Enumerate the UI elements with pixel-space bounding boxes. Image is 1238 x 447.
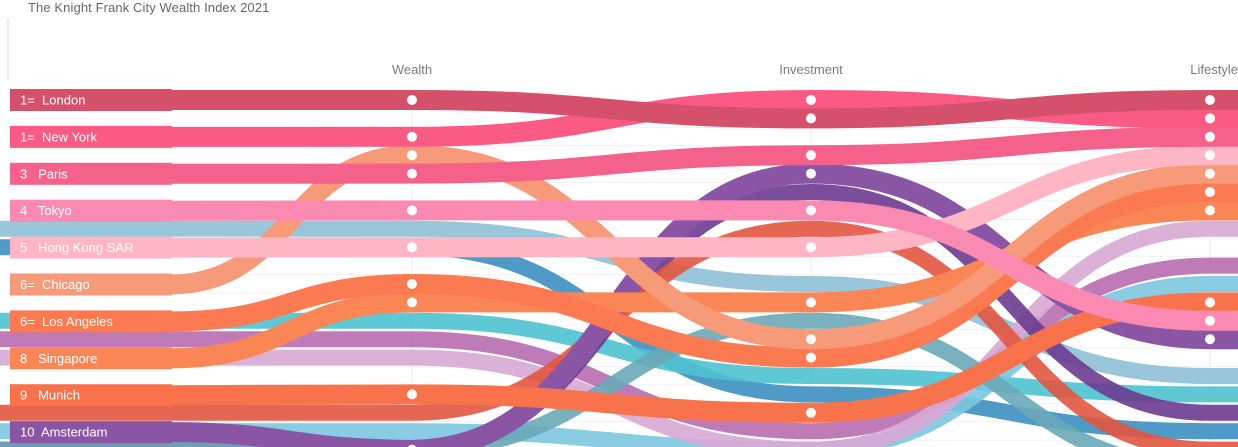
city-label-band xyxy=(10,384,172,407)
city-label: 5 Hong Kong SAR xyxy=(20,240,133,255)
city-label-band xyxy=(10,125,172,148)
background-ribbon xyxy=(0,220,1238,447)
rank-dot xyxy=(806,297,816,308)
rank-dot xyxy=(407,279,417,289)
city-label: 6= Los Angeles xyxy=(20,314,113,329)
city-label-band xyxy=(10,162,172,185)
city-label-band xyxy=(10,199,172,222)
rank-dot xyxy=(407,389,417,400)
city-label-band xyxy=(10,421,172,444)
city-label-band xyxy=(10,273,172,296)
rank-dot xyxy=(1205,334,1215,345)
rank-dot xyxy=(407,444,417,447)
rank-dot xyxy=(806,113,816,124)
ribbon-paris xyxy=(169,126,1238,184)
rank-dot xyxy=(806,407,816,418)
rank-dot xyxy=(806,352,816,363)
city-label: 1= London xyxy=(20,93,85,108)
stage-labels: Wealth Investment Lifestyle xyxy=(392,62,1238,77)
rank-dot xyxy=(806,168,816,179)
ribbon-los-angeles xyxy=(169,182,1238,368)
rank-dot xyxy=(407,242,417,253)
city-label-band xyxy=(10,236,172,259)
background-ribbon xyxy=(0,220,1238,447)
stage-label-lifestyle: Lifestyle xyxy=(1190,62,1238,77)
ribbon-london xyxy=(170,90,1238,129)
rank-dot xyxy=(806,334,816,345)
rank-dot xyxy=(407,297,417,308)
city-label: 3 Paris xyxy=(20,166,68,181)
rank-dot xyxy=(407,150,417,161)
ribbons xyxy=(169,89,1238,447)
rank-dot xyxy=(1205,168,1215,179)
rank-dot xyxy=(407,131,417,142)
ribbon-munich xyxy=(169,292,1238,423)
rank-dot xyxy=(806,205,816,216)
city-label-band xyxy=(10,347,172,370)
city-labels: 1= London 1= New York 3 Paris 4 Tokyo 5 Hong… xyxy=(10,89,172,444)
chart-title: The Knight Frank City Wealth Index 2021 xyxy=(28,0,270,15)
ribbon-tokyo xyxy=(169,200,1238,331)
city-label-band xyxy=(10,310,172,333)
city-label: 4 Tokyo xyxy=(20,203,72,218)
rank-dot xyxy=(1205,131,1215,142)
rank-dot xyxy=(806,242,816,253)
rank-dot xyxy=(1205,205,1215,216)
rank-dots xyxy=(407,95,1215,447)
rank-dot xyxy=(1205,95,1215,105)
rank-dot xyxy=(1205,150,1215,161)
stage-label-wealth: Wealth xyxy=(392,62,432,77)
city-label: 1= New York xyxy=(20,129,97,144)
ribbon-hong-kong-sar xyxy=(169,145,1238,258)
rank-dot xyxy=(1205,113,1215,124)
city-label: 9 Munich xyxy=(20,388,80,403)
city-label: 8 Singapore xyxy=(20,351,97,366)
rank-dot xyxy=(407,95,417,105)
city-label: 10 Amsterdam xyxy=(20,425,107,440)
stage-label-investment: Investment xyxy=(779,62,843,77)
rank-dot xyxy=(407,168,417,179)
city-label: 6= Chicago xyxy=(20,277,90,292)
city-label-band xyxy=(10,89,172,111)
rank-dot xyxy=(1205,187,1215,197)
rank-dot xyxy=(1205,297,1215,308)
rank-dot xyxy=(806,150,816,161)
rank-dot xyxy=(806,95,816,105)
rank-dot xyxy=(1205,315,1215,326)
rank-dot xyxy=(407,205,417,216)
